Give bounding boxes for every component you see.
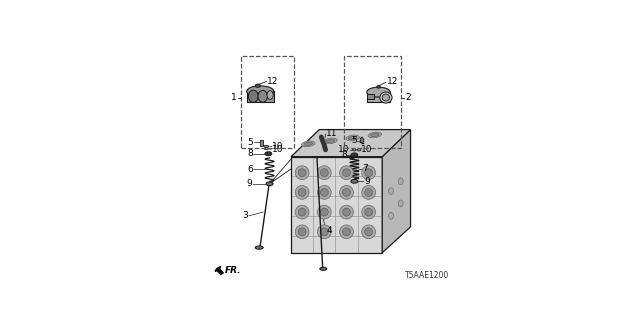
Text: 9: 9 [246, 179, 252, 188]
Circle shape [365, 188, 372, 196]
Circle shape [340, 225, 353, 239]
Ellipse shape [324, 138, 337, 144]
Ellipse shape [357, 149, 361, 151]
Text: 8: 8 [341, 150, 347, 159]
Polygon shape [291, 130, 410, 157]
Ellipse shape [348, 136, 357, 140]
Ellipse shape [246, 86, 274, 97]
Circle shape [321, 208, 328, 216]
Ellipse shape [380, 92, 392, 103]
Circle shape [362, 205, 376, 219]
Circle shape [342, 188, 351, 196]
Ellipse shape [351, 153, 358, 157]
Circle shape [342, 208, 351, 216]
Circle shape [321, 188, 328, 196]
Bar [344, 56, 401, 148]
Circle shape [317, 186, 332, 199]
Circle shape [362, 186, 376, 199]
Ellipse shape [266, 182, 273, 186]
Circle shape [362, 225, 376, 239]
Circle shape [295, 186, 309, 199]
Ellipse shape [377, 86, 380, 88]
Ellipse shape [258, 90, 268, 102]
Ellipse shape [351, 180, 358, 183]
Circle shape [317, 225, 332, 239]
Text: 12: 12 [267, 76, 278, 85]
Text: 12: 12 [387, 77, 398, 86]
Ellipse shape [367, 87, 390, 97]
Ellipse shape [371, 133, 379, 137]
Circle shape [298, 169, 306, 177]
Ellipse shape [368, 132, 381, 138]
Ellipse shape [326, 139, 335, 143]
Text: 10: 10 [272, 142, 284, 151]
Circle shape [365, 228, 372, 236]
Text: 6: 6 [247, 165, 253, 174]
Circle shape [298, 208, 306, 216]
Circle shape [317, 205, 332, 219]
Circle shape [365, 169, 372, 177]
Text: FR.: FR. [225, 266, 241, 275]
Circle shape [321, 169, 328, 177]
Ellipse shape [388, 212, 394, 219]
Circle shape [362, 166, 376, 180]
Text: 2: 2 [405, 93, 410, 102]
Ellipse shape [398, 200, 403, 207]
Circle shape [340, 166, 353, 180]
Circle shape [295, 205, 309, 219]
Polygon shape [367, 92, 390, 102]
Polygon shape [367, 94, 374, 99]
Ellipse shape [320, 267, 327, 270]
Text: 10: 10 [361, 145, 372, 154]
Ellipse shape [382, 94, 390, 101]
Ellipse shape [398, 178, 403, 185]
Text: 7: 7 [362, 164, 368, 173]
Ellipse shape [265, 152, 272, 156]
Circle shape [295, 225, 309, 239]
Circle shape [340, 186, 353, 199]
Polygon shape [215, 266, 223, 275]
Ellipse shape [361, 137, 364, 143]
Polygon shape [246, 92, 274, 102]
Text: 4: 4 [327, 226, 332, 235]
Ellipse shape [264, 145, 269, 147]
Text: 10: 10 [338, 145, 349, 154]
Circle shape [298, 228, 306, 236]
Circle shape [340, 205, 353, 219]
Text: T5AAE1200: T5AAE1200 [404, 271, 449, 280]
Ellipse shape [301, 141, 315, 147]
Ellipse shape [255, 84, 260, 87]
Circle shape [317, 166, 332, 180]
Ellipse shape [248, 90, 259, 102]
Circle shape [342, 169, 351, 177]
Circle shape [298, 188, 306, 196]
Ellipse shape [346, 135, 360, 141]
Circle shape [342, 228, 351, 236]
Circle shape [295, 166, 309, 180]
Ellipse shape [304, 142, 312, 146]
Ellipse shape [255, 246, 263, 249]
Bar [241, 56, 294, 148]
Circle shape [321, 228, 328, 236]
Text: 1: 1 [230, 93, 236, 102]
Text: 10: 10 [272, 145, 284, 154]
Ellipse shape [267, 91, 273, 100]
Text: 3: 3 [243, 211, 248, 220]
Polygon shape [260, 140, 264, 146]
Text: 11: 11 [326, 129, 338, 138]
Text: 5: 5 [248, 138, 253, 147]
Ellipse shape [388, 188, 394, 195]
Text: 9: 9 [364, 177, 370, 186]
Text: 5: 5 [351, 136, 357, 145]
Ellipse shape [264, 148, 269, 149]
Polygon shape [291, 157, 382, 253]
Circle shape [365, 208, 372, 216]
Ellipse shape [353, 149, 356, 151]
Polygon shape [382, 130, 410, 253]
Text: 8: 8 [247, 149, 253, 158]
